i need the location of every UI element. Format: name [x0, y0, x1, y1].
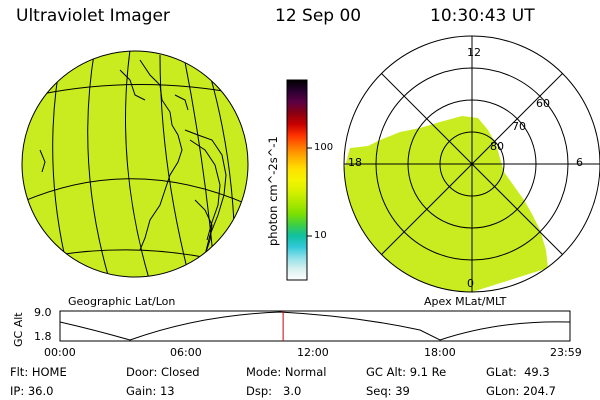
- info-dsp: Dsp: 3.0: [246, 384, 302, 398]
- colorbar-tick-100: 100: [314, 142, 334, 153]
- altitude-ymax: 9.0: [34, 306, 52, 319]
- xtick-0000: 00:00: [44, 346, 76, 359]
- mlat-label-60: 60: [536, 97, 550, 110]
- instrument-title: Ultraviolet Imager: [16, 6, 170, 26]
- colorbar-tick-10: 10: [314, 230, 327, 241]
- info-glon: GLon: 204.7: [486, 384, 556, 398]
- mlt-label-0: 0: [467, 277, 474, 290]
- info-gain: Gain: 13: [126, 384, 175, 398]
- colorbar: [286, 79, 312, 281]
- colorbar-unit-label: photon cm^-2s^-1: [266, 136, 280, 246]
- info-seq: Seq: 39: [366, 384, 410, 398]
- info-mode: Mode: Normal: [246, 365, 327, 379]
- xtick-1200: 12:00: [297, 346, 329, 359]
- mlt-label-18: 18: [348, 156, 362, 169]
- polar-image: [343, 35, 600, 293]
- xtick-1800: 18:00: [424, 346, 456, 359]
- mlat-label-80: 80: [490, 140, 504, 153]
- geographic-caption: Geographic Lat/Lon: [68, 295, 176, 308]
- polar-caption: Apex MLat/MLT: [424, 295, 507, 308]
- time-label: 10:30:43 UT: [430, 6, 535, 26]
- info-gcalt: GC Alt: 9.1 Re: [366, 365, 447, 379]
- mlt-label-6: 6: [576, 156, 583, 169]
- geographic-image: [21, 50, 249, 278]
- mlat-label-70: 70: [512, 120, 526, 133]
- mlt-label-12: 12: [467, 46, 481, 59]
- altitude-ymin: 1.8: [34, 330, 52, 343]
- xtick-2359: 23:59: [550, 346, 582, 359]
- info-door: Door: Closed: [126, 365, 200, 379]
- altitude-plot: [59, 310, 571, 342]
- info-glat: GLat: 49.3: [486, 365, 550, 379]
- info-flt: Flt: HOME: [10, 365, 67, 379]
- xtick-0600: 06:00: [170, 346, 202, 359]
- date-label: 12 Sep 00: [275, 6, 362, 26]
- altitude-ylabel: GC Alt: [12, 312, 25, 347]
- info-ip: IP: 36.0: [10, 384, 54, 398]
